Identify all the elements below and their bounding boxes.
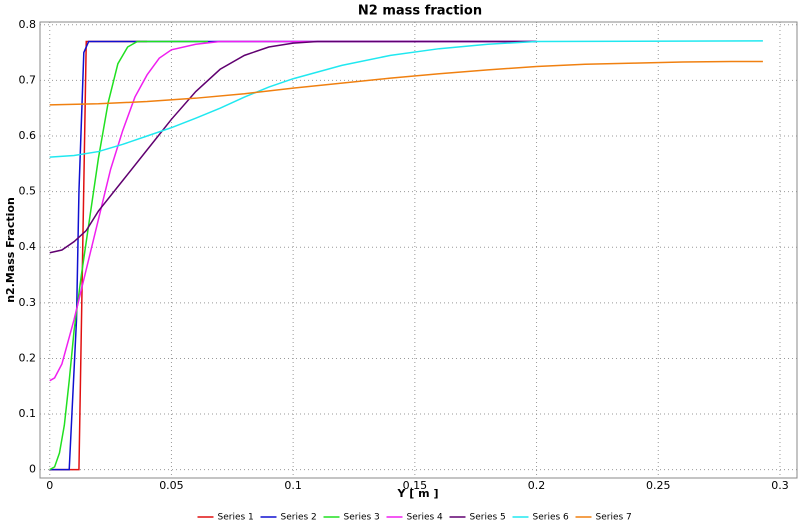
series-line xyxy=(49,40,208,471)
y-tick-label: 0.3 xyxy=(19,296,37,309)
x-tick-label: 0.2 xyxy=(528,479,546,492)
legend-label: Series 1 xyxy=(218,513,254,523)
series-line xyxy=(49,40,763,158)
series-line xyxy=(49,40,537,382)
legend-label: Series 5 xyxy=(470,513,506,523)
x-tick-label: 0.1 xyxy=(284,479,302,492)
legend-label: Series 7 xyxy=(596,513,632,523)
y-tick-label: 0.8 xyxy=(19,18,37,31)
y-tick-label: 0.4 xyxy=(19,240,37,253)
plot-frame xyxy=(39,21,798,479)
x-tick-label: 0 xyxy=(46,479,53,492)
x-axis-label: Y [ m ] xyxy=(397,487,439,500)
chart-title: N2 mass fraction xyxy=(358,4,482,19)
x-tick-label: 0.15 xyxy=(403,479,428,492)
series-line xyxy=(49,40,537,471)
x-tick-label: 0.25 xyxy=(646,479,671,492)
x-tick-label: 0.05 xyxy=(159,479,184,492)
series-line xyxy=(49,40,537,254)
y-tick-label: 0.1 xyxy=(19,407,37,420)
x-tick-label: 0.3 xyxy=(771,479,789,492)
y-tick-label: 0.2 xyxy=(19,351,37,364)
legend-label: Series 4 xyxy=(407,513,444,523)
y-axis-label: n2.Mass Fraction xyxy=(4,197,17,303)
legend-label: Series 2 xyxy=(281,513,317,523)
y-tick-label: 0 xyxy=(29,463,36,476)
legend-label: Series 3 xyxy=(344,513,380,523)
y-tick-label: 0.6 xyxy=(19,129,37,142)
legend-label: Series 6 xyxy=(533,513,570,523)
y-tick-label: 0.5 xyxy=(19,185,37,198)
y-tick-label: 0.7 xyxy=(19,73,37,86)
series-line xyxy=(49,60,763,106)
